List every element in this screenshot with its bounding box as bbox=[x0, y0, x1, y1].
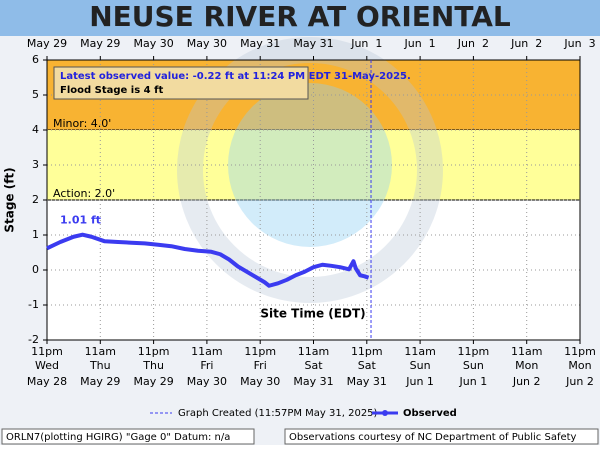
x-tick-label: 11pm bbox=[244, 345, 276, 358]
x-tick-label: 11am bbox=[191, 345, 222, 358]
x-axis-label: Site Time (EDT) bbox=[260, 307, 365, 321]
top-x-tick-label: Jun 2 bbox=[510, 37, 542, 50]
y-tick-label: 4 bbox=[32, 123, 39, 136]
flood-label: Minor: 4.0' bbox=[53, 117, 111, 130]
x-tick-day: Sat bbox=[358, 359, 377, 372]
peak-label: 1.01 ft bbox=[60, 214, 101, 227]
top-x-tick-label: Jun 2 bbox=[457, 37, 489, 50]
x-tick-label: 11pm bbox=[458, 345, 490, 358]
x-tick-date: Jun 2 bbox=[565, 375, 594, 388]
legend-observed-label: Observed bbox=[403, 408, 457, 419]
top-x-tick-label: May 29 bbox=[80, 37, 120, 50]
x-tick-label: 11am bbox=[404, 345, 435, 358]
x-tick-day: Fri bbox=[200, 359, 213, 372]
flood-label: Action: 2.0' bbox=[53, 187, 115, 200]
info-box bbox=[53, 66, 309, 100]
watermark bbox=[177, 37, 443, 303]
title-bar bbox=[0, 0, 600, 36]
x-tick-day: Thu bbox=[142, 359, 164, 372]
x-tick-date: May 31 bbox=[293, 375, 333, 388]
y-tick-label: 5 bbox=[32, 88, 39, 101]
top-x-tick-label: May 31 bbox=[293, 37, 333, 50]
legend-observed-marker bbox=[382, 410, 388, 416]
y-tick-label: 1 bbox=[32, 228, 39, 241]
x-tick-day: Sat bbox=[304, 359, 323, 372]
y-tick-label: 3 bbox=[32, 158, 39, 171]
x-tick-label: 11am bbox=[511, 345, 542, 358]
top-x-tick-label: Jun 3 bbox=[563, 37, 595, 50]
x-tick-label: 11pm bbox=[138, 345, 170, 358]
x-tick-label: 11pm bbox=[31, 345, 63, 358]
x-tick-date: May 29 bbox=[80, 375, 120, 388]
x-tick-day: Thu bbox=[89, 359, 111, 372]
top-x-tick-label: Jun 1 bbox=[404, 37, 436, 50]
x-tick-date: May 30 bbox=[187, 375, 227, 388]
y-tick-label: 2 bbox=[32, 193, 39, 206]
x-tick-date: May 28 bbox=[27, 375, 67, 388]
top-x-tick-label: May 30 bbox=[187, 37, 227, 50]
top-x-tick-label: May 30 bbox=[133, 37, 173, 50]
info-flood: Flood Stage is 4 ft bbox=[60, 85, 163, 96]
footer-right: Observations courtesy of NC Department o… bbox=[289, 432, 577, 443]
x-tick-date: May 30 bbox=[240, 375, 280, 388]
x-tick-label: 11pm bbox=[351, 345, 383, 358]
y-tick-label: -1 bbox=[28, 298, 39, 311]
info-latest: Latest observed value: -0.22 ft at 11:24… bbox=[60, 71, 411, 82]
x-tick-day: Sun bbox=[463, 359, 484, 372]
legend-created-label: Graph Created (11:57PM May 31, 2025) bbox=[178, 408, 378, 419]
x-tick-day: Mon bbox=[515, 359, 538, 372]
x-tick-day: Sun bbox=[410, 359, 431, 372]
x-tick-date: Jun 1 bbox=[405, 375, 434, 388]
footer-left-box bbox=[1, 428, 255, 445]
top-x-tick-label: Jun 1 bbox=[350, 37, 382, 50]
x-tick-day: Fri bbox=[254, 359, 267, 372]
x-tick-date: Jun 1 bbox=[459, 375, 488, 388]
series-line bbox=[46, 232, 370, 288]
footer-right-box bbox=[284, 428, 599, 445]
x-tick-label: 11am bbox=[298, 345, 329, 358]
y-tick-label: -2 bbox=[28, 333, 39, 346]
chart-title: NEUSE RIVER AT ORIENTAL bbox=[89, 0, 511, 33]
watermark-center bbox=[228, 83, 392, 247]
y-tick-label: 0 bbox=[32, 263, 39, 276]
x-tick-label: 11am bbox=[85, 345, 116, 358]
x-tick-label: 11pm bbox=[564, 345, 596, 358]
plot-border bbox=[46, 59, 581, 341]
x-tick-date: May 29 bbox=[133, 375, 173, 388]
x-tick-day: Mon bbox=[568, 359, 591, 372]
top-x-tick-label: May 29 bbox=[27, 37, 67, 50]
x-tick-date: May 31 bbox=[347, 375, 387, 388]
footer-left: ORLN7(plotting HGIRG) "Gage 0" Datum: n/… bbox=[6, 432, 230, 443]
y-tick-label: 6 bbox=[32, 53, 39, 66]
y-axis-label: Stage (ft) bbox=[3, 167, 17, 232]
top-x-tick-label: May 31 bbox=[240, 37, 280, 50]
x-tick-day: Wed bbox=[35, 359, 59, 372]
x-tick-date: Jun 2 bbox=[512, 375, 541, 388]
